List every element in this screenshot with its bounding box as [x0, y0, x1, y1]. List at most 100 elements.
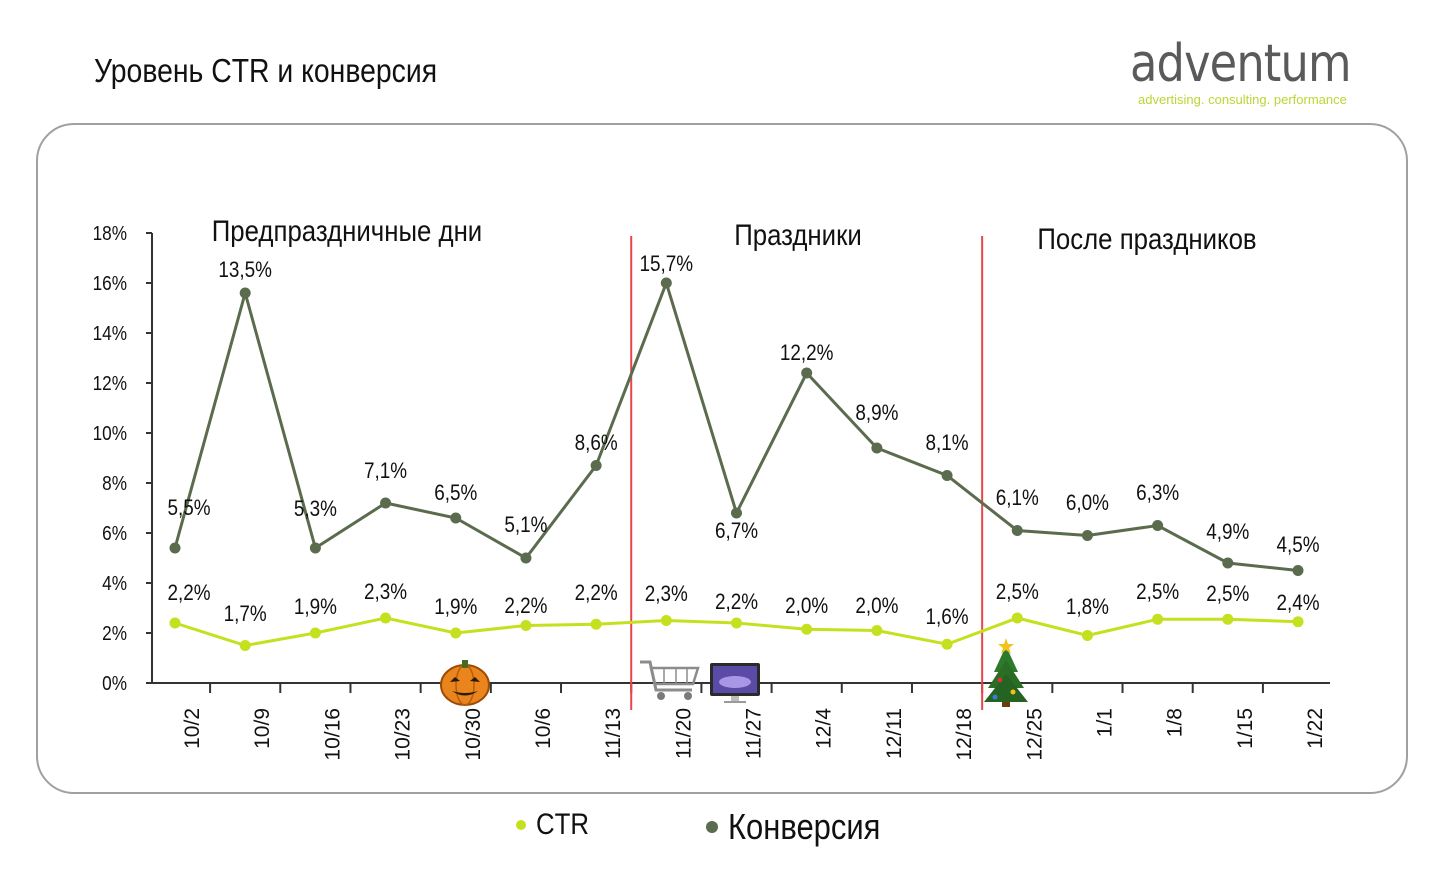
ctr-data-label: 2,2%	[504, 594, 547, 619]
conversion-data-label: 8,9%	[855, 401, 898, 426]
x-tick-label: 11/27	[743, 708, 766, 759]
ctr-data-label: 2,4%	[1276, 591, 1319, 616]
ctr-point	[309, 627, 321, 639]
x-tick-label: 12/11	[883, 708, 906, 759]
legend-marker-conversion	[706, 821, 718, 833]
conversion-data-label: 15,7%	[640, 252, 694, 277]
ctr-point	[590, 618, 602, 630]
period-label: Предпраздничные дни	[212, 214, 482, 247]
conversion-point	[1081, 530, 1093, 541]
y-tick-label: 16%	[93, 272, 127, 295]
conversion-data-label: 4,5%	[1276, 533, 1319, 558]
x-tick-label: 10/30	[462, 708, 485, 761]
y-tick-label: 2%	[102, 622, 127, 645]
x-tick-label: 1/15	[1234, 708, 1257, 749]
y-tick-label: 12%	[93, 372, 127, 395]
ctr-data-label: 1,9%	[434, 595, 477, 620]
legend-item-ctr: CTR	[516, 808, 598, 842]
ctr-point	[660, 615, 672, 626]
ctr-point	[731, 617, 742, 629]
ctr-data-label: 2,5%	[1136, 580, 1179, 605]
y-tick-label: 8%	[102, 472, 127, 495]
conversion-data-label: 6,3%	[1136, 481, 1179, 506]
ctr-data-label: 2,5%	[1206, 582, 1249, 607]
ctr-data-label: 2,2%	[167, 581, 210, 606]
x-tick-label: 1/22	[1304, 708, 1327, 749]
ctr-point	[941, 638, 953, 650]
chart-frame	[36, 123, 1408, 794]
ctr-point	[450, 627, 462, 639]
period-label: После праздников	[1037, 222, 1256, 255]
conversion-data-label: 4,9%	[1206, 520, 1249, 545]
ctr-point	[801, 623, 813, 635]
y-tick-label: 18%	[93, 222, 127, 245]
x-tick-label: 10/23	[392, 708, 415, 761]
ctr-data-label: 2,2%	[715, 590, 758, 615]
y-tick-label: 14%	[93, 322, 127, 345]
conversion-point	[1222, 557, 1234, 569]
conversion-point	[590, 460, 602, 471]
ctr-data-label: 1,6%	[926, 605, 969, 630]
ctr-data-label: 2,3%	[645, 582, 688, 607]
conversion-data-label: 8,1%	[926, 431, 969, 456]
logo-tagline: advertising. consulting. performance	[1138, 92, 1347, 107]
x-tick-label: 11/13	[602, 708, 625, 759]
y-tick-label: 6%	[102, 522, 127, 545]
ctr-data-label: 2,3%	[364, 580, 407, 605]
chart-legend: CTR Конверсия	[0, 806, 1446, 856]
x-tick-label: 10/9	[251, 708, 274, 749]
conversion-data-label: 6,5%	[434, 481, 477, 506]
conversion-data-label: 5,5%	[167, 496, 210, 521]
x-tick-label: 1/1	[1093, 708, 1116, 737]
ctr-point	[1081, 630, 1093, 641]
ctr-data-label: 1,9%	[294, 595, 337, 620]
x-tick-label: 12/4	[813, 708, 836, 749]
pumpkin-icon	[440, 660, 490, 706]
conversion-point	[871, 442, 883, 454]
page-title: Уровень CTR и конверсия	[94, 52, 438, 89]
ctr-point	[380, 612, 392, 624]
x-tick-label: 12/25	[1023, 708, 1046, 761]
x-tick-label: 10/16	[321, 708, 344, 761]
conversion-point	[450, 512, 462, 524]
ctr-data-label: 2,0%	[785, 594, 828, 619]
conversion-data-label: 8,6%	[575, 431, 618, 456]
period-label: Праздники	[734, 218, 862, 251]
conversion-data-label: 5,3%	[294, 497, 337, 522]
y-tick-label: 4%	[102, 572, 127, 595]
ctr-data-label: 1,8%	[1066, 595, 1109, 620]
ctr-data-label: 2,5%	[996, 580, 1039, 605]
conversion-point	[1292, 565, 1304, 576]
conversion-data-label: 7,1%	[364, 459, 407, 484]
legend-item-conversion: Конверсия	[706, 806, 905, 848]
ctr-point	[871, 625, 883, 636]
y-tick-label: 10%	[93, 422, 127, 445]
brand-logo: adventum advertising. consulting. perfor…	[1130, 36, 1380, 107]
legend-label-conversion: Конверсия	[728, 806, 881, 847]
logo-wordmark: adventum	[1130, 34, 1352, 94]
conversion-data-label: 13,5%	[218, 258, 272, 283]
ctr-point	[169, 617, 181, 629]
x-tick-label: 10/2	[181, 708, 204, 749]
x-tick-label: 12/18	[953, 708, 976, 761]
shopping-cart-icon	[640, 660, 700, 700]
computer-icon	[710, 663, 760, 703]
ctr-point	[1222, 613, 1234, 625]
conversion-point	[801, 367, 813, 379]
x-tick-label: 10/6	[532, 708, 555, 749]
conversion-data-label: 6,7%	[715, 519, 758, 544]
ctr-data-label: 1,7%	[224, 602, 267, 627]
ctr-point	[520, 620, 532, 631]
conversion-data-label: 5,1%	[504, 513, 547, 538]
conversion-point	[380, 497, 392, 509]
x-tick-label: 11/20	[672, 708, 695, 759]
christmas-tree-icon	[984, 638, 1028, 707]
x-tick-label: 1/8	[1164, 708, 1187, 737]
conversion-point	[1152, 520, 1164, 531]
conversion-data-label: 6,1%	[996, 486, 1039, 511]
conversion-point	[309, 542, 321, 554]
conversion-point	[660, 277, 672, 289]
y-tick-label: 0%	[102, 672, 127, 695]
ctr-point	[1292, 616, 1304, 628]
